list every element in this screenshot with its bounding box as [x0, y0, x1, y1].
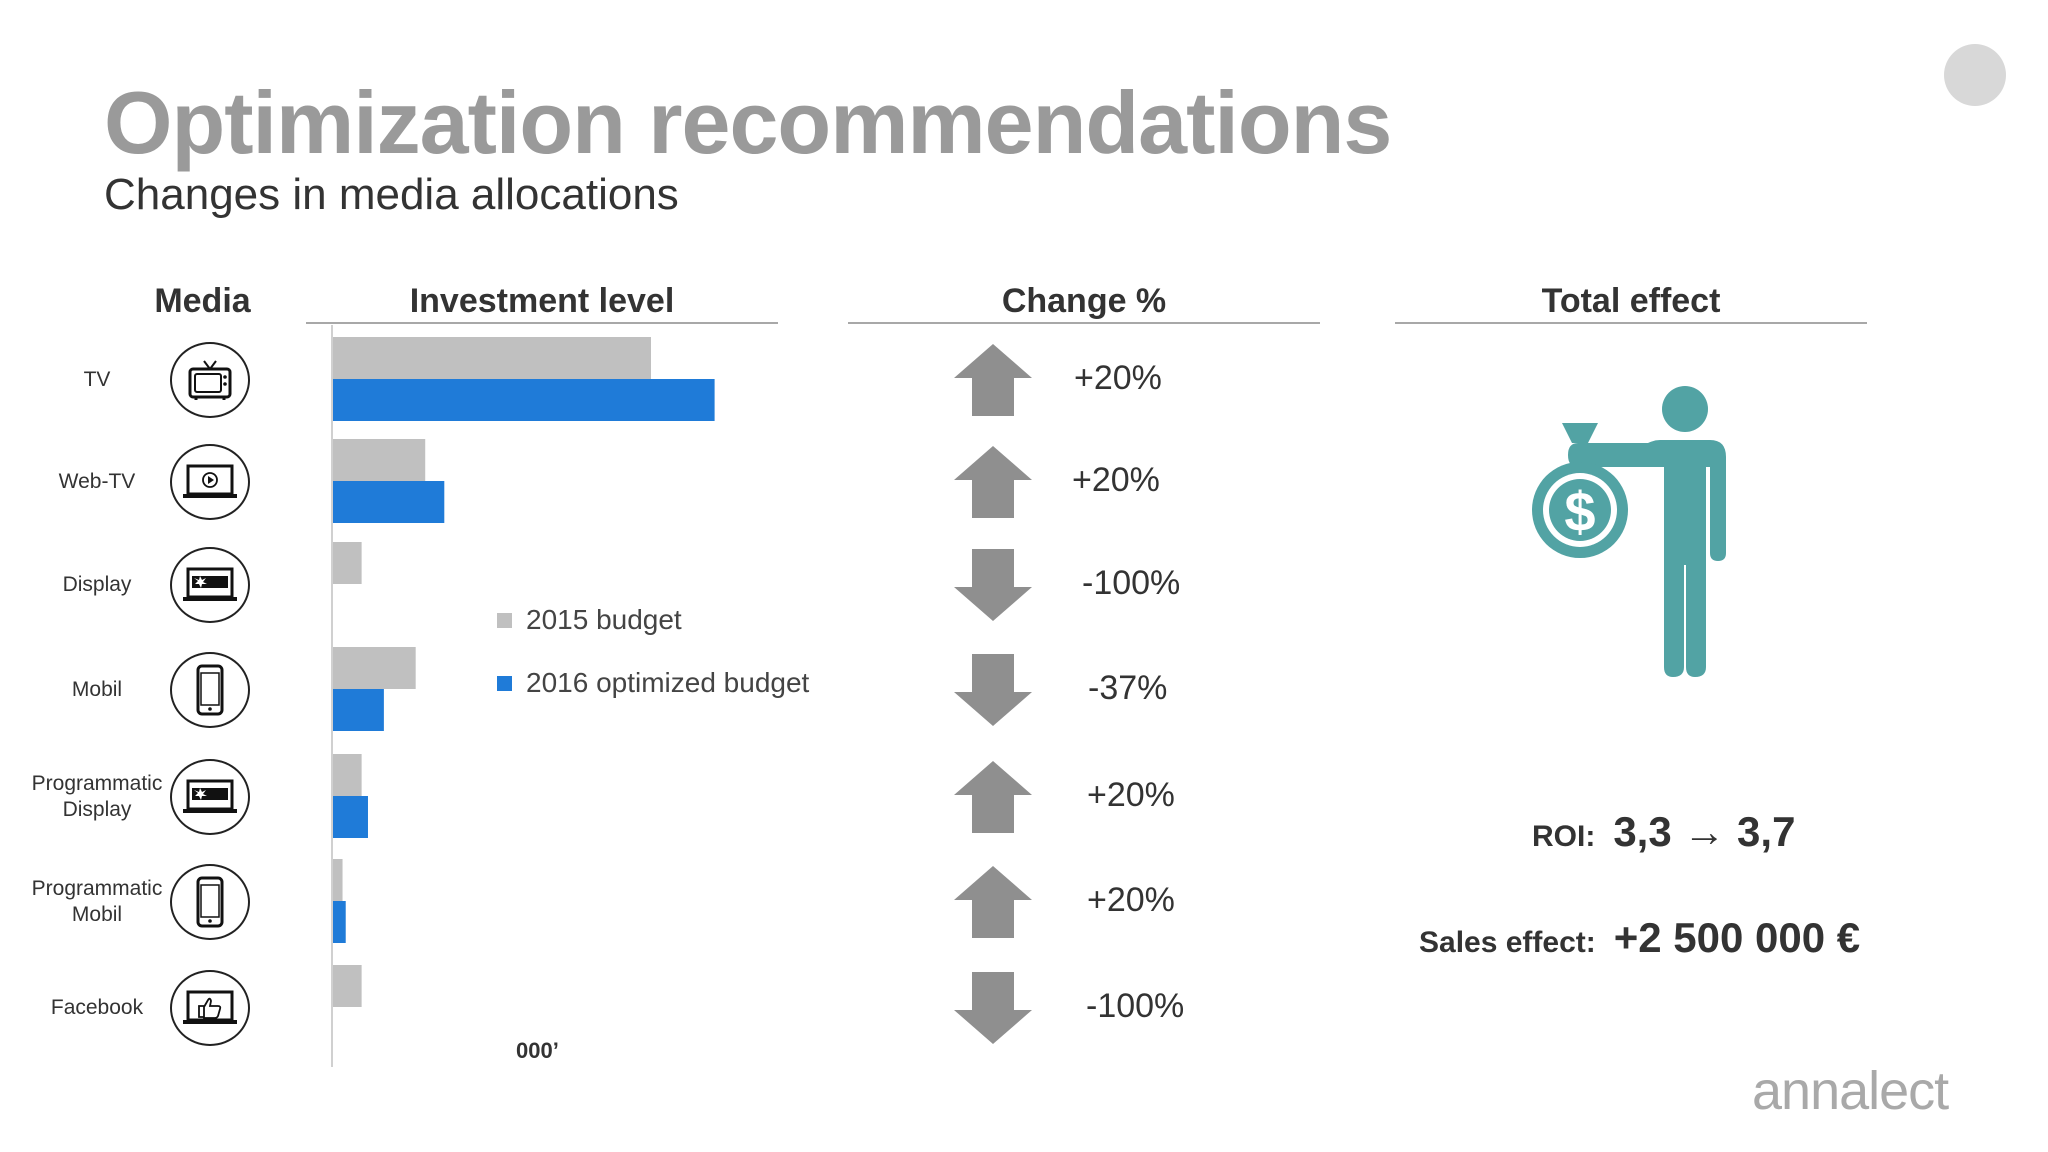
laptop-thumbs-up-icon — [170, 970, 250, 1046]
change-header-rule — [848, 322, 1320, 324]
sales-effect-value: +2 500 000 € — [1613, 914, 1861, 961]
bar-2015 — [333, 439, 426, 481]
media-label: Facebook — [50, 996, 144, 1019]
media-label: Display — [62, 573, 132, 596]
bar-2015 — [333, 542, 362, 584]
arrow-up-icon — [954, 344, 1032, 416]
total-header-rule — [1395, 322, 1867, 324]
legend-label-2016: 2016 optimized budget — [526, 667, 810, 698]
roi-value: 3,3 → 3,7 — [1613, 808, 1796, 855]
total-header: Total effect — [1541, 282, 1721, 320]
bar-2015 — [333, 337, 651, 379]
roi-label: ROI: — [1532, 820, 1596, 853]
change-value: -100% — [1082, 564, 1181, 602]
change-value: +20% — [1074, 359, 1162, 397]
bar-2016 — [333, 901, 346, 943]
arrow-up-icon — [954, 446, 1032, 518]
page-title: Optimization recommendations — [104, 73, 1392, 172]
legend-swatch-2016 — [497, 675, 512, 691]
change-header: Change % — [1001, 282, 1167, 320]
bar-2015 — [333, 647, 416, 689]
change-value: +20% — [1072, 461, 1160, 499]
svg-text:$: $ — [1564, 480, 1595, 543]
annalect-logo: annalect — [1752, 1061, 1949, 1121]
laptop-banner-icon — [170, 547, 250, 623]
legend-label-2015: 2015 budget — [526, 604, 682, 635]
bar-2016 — [333, 379, 715, 421]
sales-effect-label: Sales effect: — [1419, 926, 1596, 959]
arrow-down-icon — [954, 972, 1032, 1044]
roi-line: ROI: 3,3 → 3,7 — [1532, 808, 1795, 856]
legend-swatch-2015 — [497, 612, 512, 628]
legend-item-2015: 2015 budget — [497, 604, 682, 636]
media-label: Programmatic Mobil — [31, 877, 163, 926]
bar-2016 — [333, 796, 368, 838]
smartphone-icon — [170, 652, 250, 728]
media-label: Mobil — [71, 678, 123, 701]
bar-2015 — [333, 965, 362, 1007]
sales-effect-line: Sales effect: +2 500 000 € — [1419, 914, 1860, 962]
arrow-up-icon — [954, 761, 1032, 833]
change-value: -100% — [1086, 987, 1185, 1025]
bar-2015 — [333, 859, 343, 901]
corner-dot — [1944, 44, 2006, 106]
arrow-up-icon — [954, 866, 1032, 938]
investment-bar-chart — [331, 325, 715, 1067]
bar-2016 — [333, 481, 445, 523]
investment-header: Investment level — [409, 282, 675, 320]
bar-2016 — [333, 689, 384, 731]
person-money-bag-icon: $ — [1532, 386, 1726, 677]
unit-label: 000’ — [516, 1038, 559, 1063]
arrow-down-icon — [954, 549, 1032, 621]
change-value: +20% — [1087, 776, 1175, 814]
tv-icon — [170, 342, 250, 418]
smartphone-icon — [170, 864, 250, 940]
media-label: TV — [83, 368, 111, 391]
arrow-down-icon — [954, 654, 1032, 726]
media-label: Web-TV — [58, 470, 136, 493]
page-subtitle: Changes in media allocations — [104, 170, 679, 219]
bar-2015 — [333, 754, 362, 796]
change-value: +20% — [1087, 881, 1175, 919]
change-value: -37% — [1088, 669, 1168, 707]
laptop-banner-icon — [170, 759, 250, 835]
laptop-video-icon — [170, 444, 250, 520]
media-label: Programmatic Display — [31, 772, 163, 821]
investment-header-rule — [306, 322, 778, 324]
legend-item-2016: 2016 optimized budget — [497, 667, 809, 699]
media-header: Media — [154, 282, 251, 320]
